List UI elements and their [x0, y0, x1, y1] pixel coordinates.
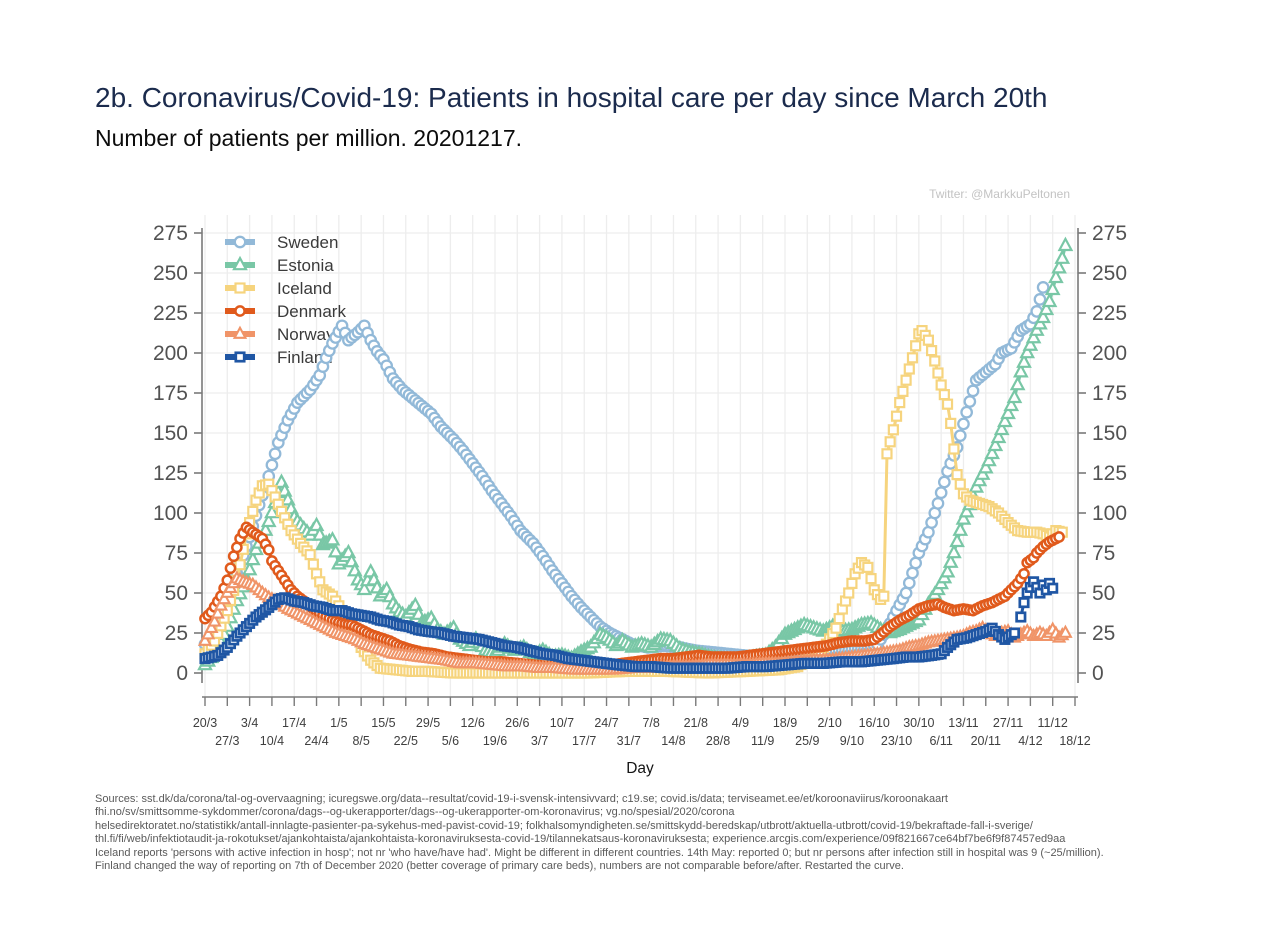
y-tick-label: 25 — [165, 622, 188, 645]
x-tick-label: 18/12 — [1059, 734, 1090, 748]
legend-label-iceland: Iceland — [277, 279, 332, 298]
x-tick-label: 17/4 — [282, 716, 306, 730]
x-axis: 20/3 27/33/410/4 17/4 24/41/5 8/515/5 22/5 29/… — [193, 697, 1091, 748]
y-tick-label: 100 — [153, 502, 188, 525]
y-tick-label: 50 — [1092, 582, 1115, 605]
twitter-credit: Twitter: @MarkkuPeltonen — [929, 187, 1070, 201]
y-tick-label: 75 — [165, 542, 188, 565]
legend-item-estonia: Estonia — [225, 255, 334, 275]
page-title: 2b. Coronavirus/Covid-19: Patients in ho… — [95, 82, 1048, 113]
x-tick-label: 26/6 — [505, 716, 529, 730]
y-axis-left: 0 25 50 75 100 125 150 175 200 225 250 275 — [153, 222, 202, 685]
x-tick-label: 14/8 — [661, 734, 685, 748]
x-tick-label: 10/4 — [260, 734, 284, 748]
y-axis-right: 0 25 50 75 100 125 150 175 200 225 250 275 — [1078, 222, 1127, 685]
y-tick-label: 250 — [1092, 262, 1127, 285]
legend-label-denmark: Denmark — [277, 302, 346, 321]
x-tick-label: 24/7 — [594, 716, 618, 730]
legend-item-finland: Finland — [225, 348, 333, 367]
x-tick-label: 23/10 — [881, 734, 912, 748]
y-tick-label: 125 — [153, 462, 188, 485]
x-tick-label: 3/7 — [531, 734, 548, 748]
x-tick-label: 27/11 — [993, 716, 1023, 730]
legend-item-sweden: Sweden — [225, 233, 338, 252]
x-tick-label: 8/5 — [352, 734, 369, 748]
y-tick-label: 100 — [1092, 502, 1127, 525]
page-subtitle: Number of patients per million. 20201217… — [95, 125, 523, 151]
x-tick-label: 19/6 — [483, 734, 507, 748]
y-tick-label: 275 — [153, 222, 188, 245]
x-tick-label: 16/10 — [859, 716, 890, 730]
x-tick-label: 20/11 — [971, 734, 1001, 748]
x-tick-label: 29/5 — [416, 716, 440, 730]
series-finland — [199, 576, 1059, 674]
x-axis-title: Day — [626, 760, 654, 777]
source-line: Sources: sst.dk/da/corona/tal-og-overvaa… — [95, 793, 948, 805]
x-tick-label: 17/7 — [572, 734, 596, 748]
x-tick-label: 13/11 — [948, 716, 978, 730]
source-line: helsedirektoratet.no/statistikk/antall-i… — [95, 819, 1033, 832]
y-tick-label: 150 — [153, 422, 188, 445]
x-tick-label: 4/12 — [1018, 734, 1042, 748]
y-tick-label: 75 — [1092, 542, 1115, 565]
x-tick-label: 2/10 — [817, 716, 841, 730]
y-tick-label: 125 — [1092, 462, 1127, 485]
y-tick-label: 275 — [1092, 222, 1127, 245]
y-tick-label: 0 — [1092, 662, 1104, 685]
source-line: fhi.no/sv/smittsomme-sykdommer/corona/da… — [95, 806, 735, 819]
note-finland: Finland changed the way of reporting on … — [95, 860, 904, 873]
x-tick-label: 15/5 — [371, 716, 395, 730]
x-tick-label: 10/7 — [550, 716, 574, 730]
x-tick-label: 5/6 — [442, 734, 459, 748]
x-tick-label: 7/8 — [642, 716, 659, 730]
x-tick-label: 6/11 — [929, 734, 952, 748]
x-tick-label: 28/8 — [706, 734, 730, 748]
y-tick-label: 50 — [165, 582, 188, 605]
y-tick-label: 0 — [176, 662, 188, 685]
y-tick-label: 150 — [1092, 422, 1127, 445]
legend-label-norway: Norway — [277, 325, 335, 344]
x-tick-label: 30/10 — [903, 716, 934, 730]
x-tick-label: 1/5 — [330, 716, 347, 730]
y-tick-label: 225 — [1092, 302, 1127, 325]
y-tick-label: 200 — [153, 342, 188, 365]
note-iceland: Iceland reports 'persons with active inf… — [95, 846, 1104, 859]
axes: 0 25 50 75 100 125 150 175 200 225 250 275 0 25 50 75 10… — [153, 222, 1127, 748]
x-tick-label: 20/3 — [193, 716, 217, 730]
x-tick-label: 11/12 — [1038, 716, 1068, 730]
y-tick-label: 25 — [1092, 622, 1115, 645]
legend-item-norway: Norway — [225, 325, 335, 344]
x-tick-label: 21/8 — [684, 716, 708, 730]
source-notes: Sources: sst.dk/da/corona/tal-og-overvaa… — [95, 793, 1104, 873]
x-tick-label: 25/9 — [795, 734, 819, 748]
legend-label-sweden: Sweden — [277, 233, 338, 252]
legend-label-estonia: Estonia — [277, 256, 334, 275]
x-tick-label: 4/9 — [732, 716, 749, 730]
legend-item-iceland: Iceland — [225, 279, 332, 298]
x-tick-label: 18/9 — [773, 716, 797, 730]
y-tick-label: 175 — [1092, 382, 1127, 405]
y-tick-label: 225 — [153, 302, 188, 325]
x-tick-label: 3/4 — [241, 716, 258, 730]
y-tick-label: 175 — [153, 382, 188, 405]
x-tick-label: 12/6 — [461, 716, 485, 730]
x-tick-label: 9/10 — [840, 734, 864, 748]
x-tick-label: 24/4 — [304, 734, 328, 748]
y-tick-label: 200 — [1092, 342, 1127, 365]
x-tick-label: 22/5 — [394, 734, 418, 748]
y-tick-label: 250 — [153, 262, 188, 285]
x-tick-label: 11/9 — [751, 734, 774, 748]
legend-item-denmark: Denmark — [225, 302, 346, 321]
x-tick-label: 31/7 — [617, 734, 641, 748]
x-tick-label: 27/3 — [215, 734, 239, 748]
source-line: thl.fi/fi/web/infektiotaudit-ja-rokotuks… — [95, 833, 1066, 846]
